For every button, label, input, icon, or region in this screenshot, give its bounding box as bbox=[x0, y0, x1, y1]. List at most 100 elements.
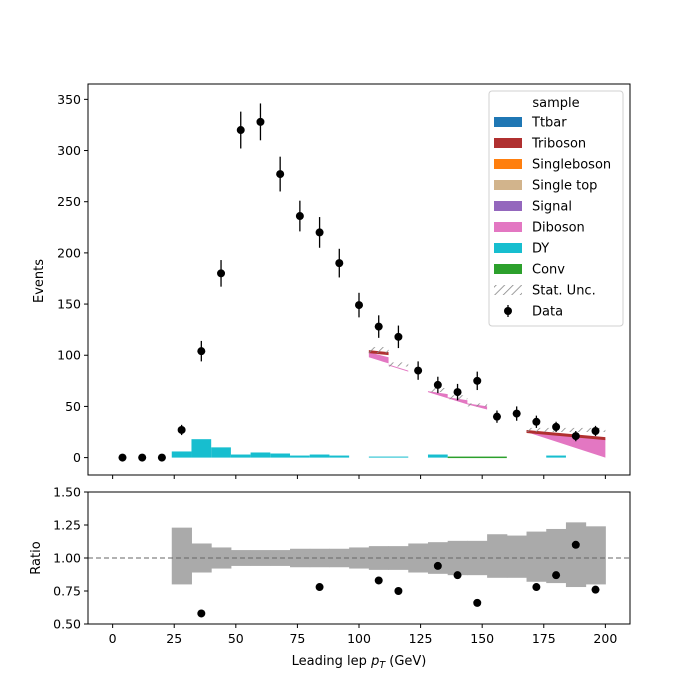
legend-item-3: Single top bbox=[494, 179, 597, 194]
data-point-7 bbox=[256, 103, 265, 141]
data-point-10 bbox=[315, 217, 324, 248]
legend-item-0: Ttbar bbox=[494, 116, 567, 131]
main-y-tick-label-1: 50 bbox=[65, 399, 81, 414]
data-point-6 bbox=[236, 111, 245, 149]
ratio-point-6 bbox=[473, 598, 482, 607]
data-point-20 bbox=[512, 406, 521, 421]
legend-label: Single top bbox=[532, 179, 597, 194]
dy-bar-11 bbox=[546, 455, 566, 458]
legend-item-7: Conv bbox=[494, 263, 565, 278]
data-point-22 bbox=[552, 421, 561, 433]
legend-frame bbox=[488, 90, 624, 327]
data-point-21 bbox=[532, 415, 541, 428]
data-point-4 bbox=[197, 340, 206, 362]
legend-item-1: Triboson bbox=[494, 137, 586, 152]
x-axis-label: Leading lep pT (GeV) bbox=[292, 654, 427, 671]
legend-label: Diboson bbox=[532, 221, 585, 236]
data-point-18 bbox=[473, 371, 482, 391]
ratio-x-ticks: 0 25 50 75 100 125 150 175 200 bbox=[109, 624, 617, 646]
ratio-unc-band-19 bbox=[546, 528, 567, 584]
legend-items: Ttbar Triboson Singleboson Single top Signal… bbox=[494, 116, 611, 320]
ratio-point-8 bbox=[552, 571, 561, 580]
ratio-unc-band-9 bbox=[349, 547, 370, 569]
ratio-point-10 bbox=[591, 585, 600, 594]
legend-item-4: Signal bbox=[494, 200, 572, 215]
legend-item-9: Data bbox=[504, 305, 563, 320]
data-point-19 bbox=[492, 410, 501, 423]
data-point-5 bbox=[217, 260, 226, 287]
ratio-y-tick-label-3: 1.25 bbox=[53, 518, 81, 533]
legend-swatch bbox=[494, 159, 522, 169]
legend-marker bbox=[504, 307, 512, 315]
data-point-9 bbox=[295, 200, 304, 232]
legend-label: Stat. Unc. bbox=[532, 284, 596, 299]
stat-unc-band-0 bbox=[368, 347, 389, 354]
triboson-cap-1 bbox=[526, 429, 606, 441]
main-y-tick-label-5: 250 bbox=[57, 194, 81, 209]
dy-bar-6 bbox=[290, 455, 310, 458]
legend-swatch bbox=[494, 222, 522, 232]
legend-swatch bbox=[494, 138, 522, 148]
legend-swatch bbox=[494, 264, 522, 274]
legend-item-6: DY bbox=[494, 242, 549, 257]
ratio-y-ticks: 0.50 0.75 1.00 1.25 1.50 bbox=[53, 485, 88, 632]
ratio-y-axis-label: Ratio bbox=[29, 541, 44, 574]
x-tick-label-4: 100 bbox=[347, 631, 371, 646]
ratio-y-tick-label-2: 1.00 bbox=[53, 551, 81, 566]
main-x-ticks bbox=[112, 475, 606, 479]
data-point-1 bbox=[138, 453, 147, 462]
main-y-tick-label-7: 350 bbox=[57, 92, 81, 107]
dy-bar-8 bbox=[329, 455, 350, 458]
ratio-unc-band-2 bbox=[211, 547, 232, 569]
legend-swatch bbox=[494, 117, 522, 127]
ratio-unc-band-17 bbox=[506, 535, 528, 578]
main-y-tick-label-3: 150 bbox=[57, 297, 81, 312]
main-y-tick-label-4: 200 bbox=[57, 245, 81, 260]
legend-swatch bbox=[494, 285, 522, 295]
x-tick-label-2: 50 bbox=[228, 631, 244, 646]
data-point-17 bbox=[453, 383, 462, 401]
main-y-tick-label-0: 0 bbox=[73, 450, 81, 465]
main-y-ticks: 0 50 100 150 200 250 300 350 bbox=[57, 92, 88, 465]
diboson-wedge-0 bbox=[368, 352, 389, 364]
ratio-unc-band-15 bbox=[467, 540, 488, 576]
data-point-16 bbox=[433, 376, 442, 394]
ratio-unc-band-21 bbox=[585, 526, 606, 585]
stat-unc-band-4 bbox=[467, 403, 488, 407]
x-tick-label-0: 0 bbox=[109, 631, 117, 646]
dy-bar-0 bbox=[171, 451, 192, 458]
ratio-point-5 bbox=[453, 571, 462, 580]
legend-title: sample bbox=[532, 96, 579, 111]
legend-swatch bbox=[494, 180, 522, 190]
ratio-unc-band-7 bbox=[309, 548, 330, 568]
ratio-point-0 bbox=[197, 609, 206, 618]
main-plot-panel: 0 50 100 150 200 250 300 350 Events bbox=[32, 83, 631, 479]
main-plot-area bbox=[118, 103, 606, 462]
dy-bar-4 bbox=[250, 452, 271, 458]
main-y-axis-label: Events bbox=[32, 259, 47, 303]
ratio-plot-panel: 0 25 50 75 100 125 150 175 200 0.50 0.75 1.00 1.25 1… bbox=[29, 485, 631, 671]
ratio-unc-band-16 bbox=[487, 534, 508, 578]
data-point-3 bbox=[177, 424, 186, 436]
x-tick-label-5: 125 bbox=[409, 631, 433, 646]
ratio-unc-band-18 bbox=[526, 531, 547, 582]
legend-label: Conv bbox=[532, 263, 565, 278]
ratio-point-9 bbox=[571, 540, 580, 549]
x-tick-label-6: 150 bbox=[470, 631, 494, 646]
data-point-12 bbox=[355, 292, 363, 318]
data-point-24 bbox=[591, 425, 600, 437]
data-point-8 bbox=[276, 156, 285, 192]
ratio-plot-area bbox=[88, 522, 630, 618]
ratio-point-7 bbox=[532, 583, 541, 592]
data-point-23 bbox=[571, 430, 580, 442]
legend-swatch bbox=[494, 243, 522, 253]
ratio-unc-band-0 bbox=[171, 527, 192, 585]
data-point-15 bbox=[414, 361, 423, 380]
ratio-unc-band-20 bbox=[565, 522, 587, 588]
ratio-point-3 bbox=[394, 587, 403, 595]
ratio-unc-band-11 bbox=[388, 546, 409, 570]
data-point-13 bbox=[374, 315, 383, 338]
main-y-tick-label-6: 300 bbox=[57, 143, 81, 158]
ratio-y-tick-label-4: 1.50 bbox=[53, 485, 81, 500]
diboson-wedge-2 bbox=[427, 391, 448, 399]
